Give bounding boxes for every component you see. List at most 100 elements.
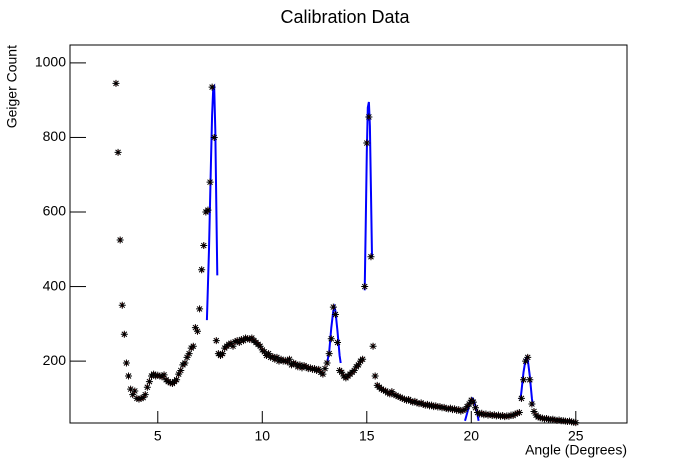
data-point	[260, 348, 268, 356]
data-point	[534, 413, 542, 421]
data-point	[219, 350, 227, 358]
data-point	[407, 397, 415, 405]
data-point	[392, 391, 400, 399]
data-point	[377, 385, 385, 393]
x-axis-label: Angle (Degrees)	[525, 442, 627, 458]
data-point	[488, 412, 496, 420]
data-point	[511, 410, 519, 418]
data-point	[200, 242, 208, 250]
data-point	[300, 362, 308, 370]
data-point	[480, 411, 488, 419]
data-point	[419, 400, 427, 408]
point-layer	[112, 79, 580, 427]
chart-title: Calibration Data	[280, 7, 410, 27]
data-point	[465, 400, 473, 408]
data-point	[227, 339, 235, 347]
data-point	[482, 410, 490, 418]
data-point	[331, 311, 339, 319]
data-point	[501, 413, 509, 421]
data-point	[279, 357, 287, 365]
data-point	[334, 338, 342, 346]
data-point	[365, 113, 373, 121]
y-axis-label: Geiger Count	[4, 45, 20, 128]
data-point	[166, 379, 174, 387]
data-point	[231, 338, 239, 346]
data-point	[185, 350, 193, 358]
data-point	[363, 139, 371, 147]
data-point	[492, 412, 500, 420]
data-point	[459, 406, 467, 414]
data-point	[323, 359, 331, 367]
data-point	[325, 350, 333, 358]
x-tick-label: 20	[464, 428, 480, 444]
data-point	[484, 411, 492, 419]
data-point	[112, 79, 120, 87]
data-point	[524, 353, 532, 361]
data-point	[517, 394, 525, 402]
data-point	[538, 414, 546, 422]
data-point	[402, 396, 410, 404]
data-point	[494, 411, 502, 419]
data-point	[235, 338, 243, 346]
data-point	[499, 412, 507, 420]
data-point	[421, 401, 429, 409]
data-point	[400, 395, 408, 403]
data-point	[173, 376, 181, 384]
data-point	[204, 206, 212, 214]
data-point	[196, 305, 204, 313]
data-point	[319, 370, 327, 378]
data-point	[145, 378, 153, 386]
data-point	[315, 365, 323, 373]
data-point	[160, 371, 168, 379]
data-point	[359, 355, 367, 363]
data-point	[436, 403, 444, 411]
data-point	[118, 301, 126, 309]
data-point	[122, 359, 130, 367]
data-point	[181, 359, 189, 367]
data-point	[415, 400, 423, 408]
x-tick-label: 10	[254, 428, 270, 444]
data-point	[350, 366, 358, 374]
data-point	[505, 412, 513, 420]
fit-layer	[205, 83, 534, 422]
data-point	[513, 409, 521, 417]
data-point	[296, 361, 304, 369]
data-point	[398, 394, 406, 402]
plot-frame	[69, 44, 628, 424]
data-point	[191, 324, 199, 332]
data-point	[193, 327, 201, 335]
data-point	[361, 283, 369, 291]
data-point	[413, 399, 421, 407]
data-point	[137, 394, 145, 402]
data-point	[440, 403, 448, 411]
data-point	[256, 342, 264, 350]
data-point	[206, 178, 214, 186]
data-point	[522, 357, 530, 365]
data-point	[290, 359, 298, 367]
data-point	[490, 411, 498, 419]
data-point	[390, 391, 398, 399]
data-point	[129, 391, 137, 399]
data-point	[244, 335, 252, 343]
data-point	[566, 417, 574, 425]
data-point	[448, 406, 456, 414]
y-tick-label: 1000	[35, 54, 66, 70]
data-point	[208, 83, 216, 91]
fit-curve	[363, 101, 373, 291]
data-point	[143, 383, 151, 391]
data-point	[273, 353, 281, 361]
data-point	[369, 342, 377, 350]
data-point	[409, 398, 417, 406]
data-point	[549, 415, 557, 423]
data-point	[125, 372, 133, 380]
data-point	[327, 335, 335, 343]
data-point	[242, 334, 250, 342]
y-tick-label: 600	[43, 203, 67, 219]
data-point	[285, 355, 293, 363]
data-point	[267, 353, 275, 361]
data-point	[237, 335, 245, 343]
data-point	[212, 337, 220, 345]
data-point	[461, 406, 469, 414]
data-point	[338, 368, 346, 376]
data-point	[131, 387, 139, 395]
